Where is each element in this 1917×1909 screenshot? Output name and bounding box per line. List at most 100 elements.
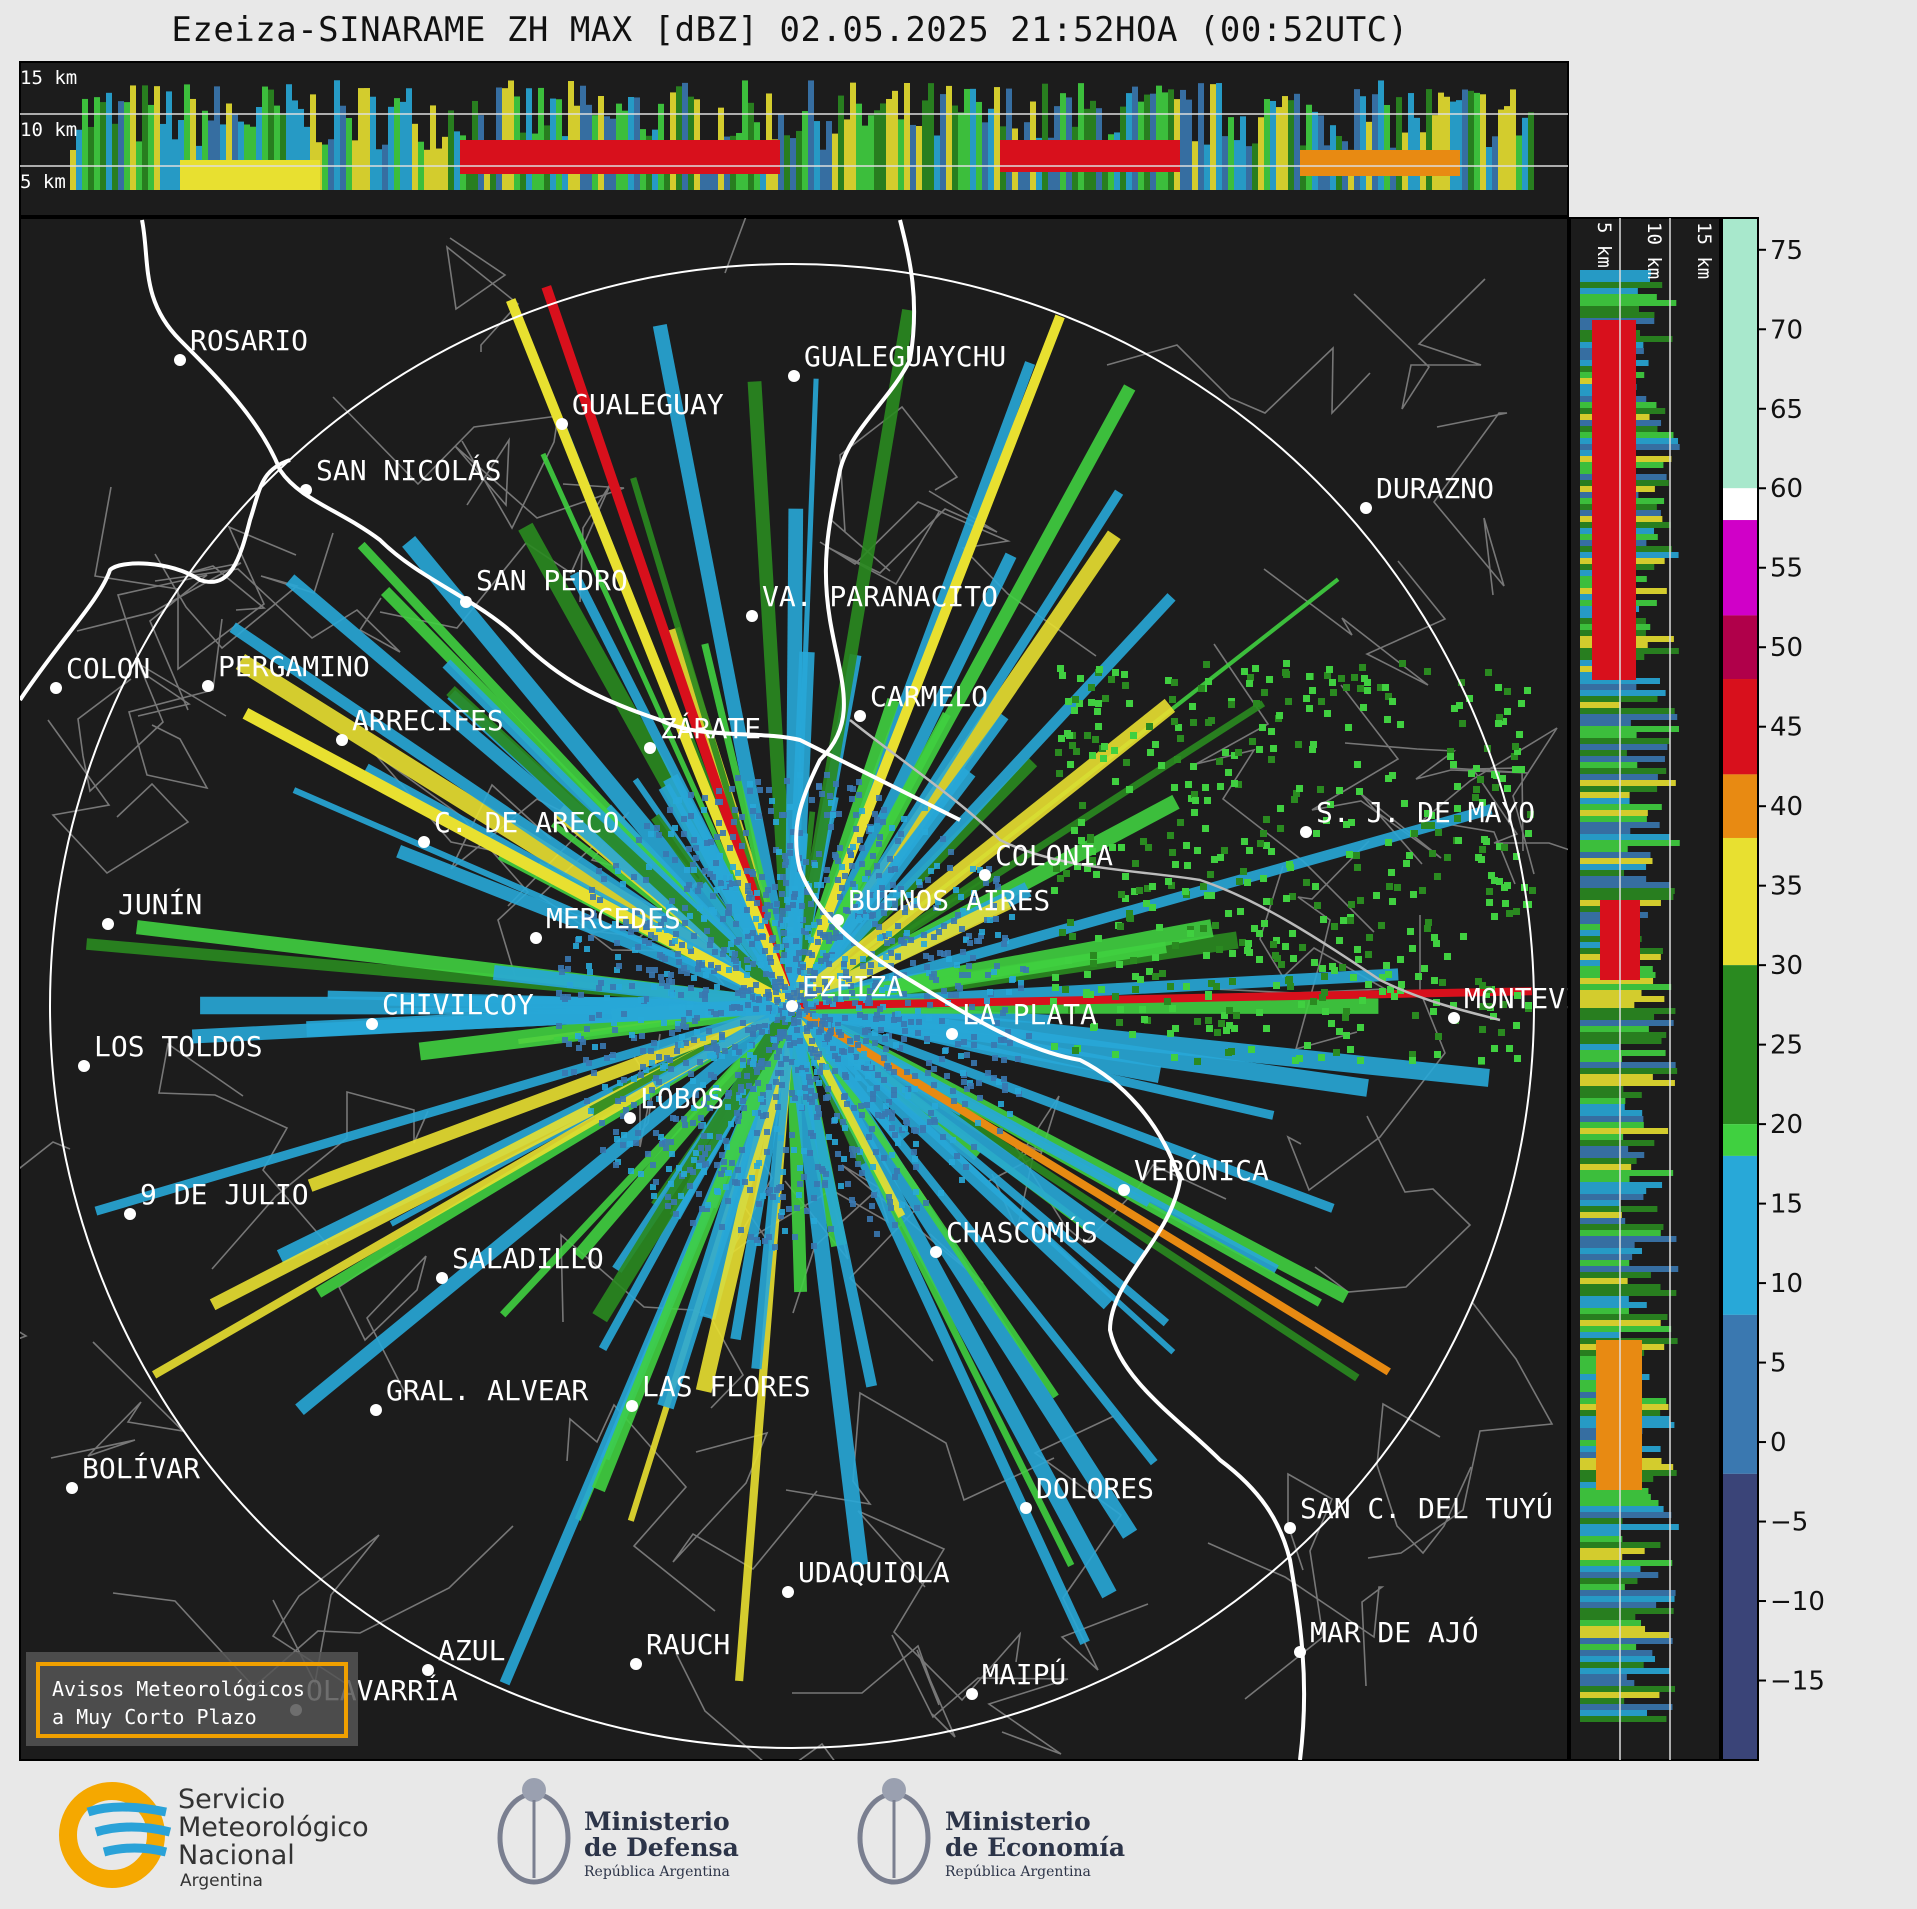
city-marker: MERCEDES [530, 902, 681, 944]
city-marker: GRAL. ALVEAR [370, 1374, 588, 1416]
reflectivity-speckle [1050, 660, 1536, 1065]
city-dot [626, 1400, 638, 1412]
city-dot [556, 418, 568, 430]
city-marker: MONTEVIDEO [1448, 982, 1568, 1024]
city-label: DURAZNO [1376, 472, 1494, 505]
city-dot [930, 1246, 942, 1258]
economia-line-3: República Argentina [945, 1864, 1091, 1880]
colorbar-tick-label: 10 [1770, 1269, 1803, 1299]
city-dot [782, 1586, 794, 1598]
colorbar-tick-label: 65 [1770, 395, 1803, 425]
city-marker: S. J. DE MAYO [1300, 796, 1535, 838]
city-dot [78, 1060, 90, 1072]
side-label-10km: 10 km [1643, 222, 1665, 279]
colorbar-tick-label: 15 [1770, 1190, 1803, 1220]
city-dot [1448, 1012, 1460, 1024]
city-dot [66, 1482, 78, 1494]
city-label: C. DE ARECO [434, 806, 619, 839]
city-dot [946, 1028, 958, 1040]
colorbar-tick-label: −10 [1770, 1587, 1825, 1617]
city-marker: LOBOS [624, 1082, 724, 1124]
city-dot [1360, 502, 1372, 514]
city-dot [624, 1112, 636, 1124]
city-dot [436, 1272, 448, 1284]
city-dot [1294, 1646, 1306, 1658]
city-label: S. J. DE MAYO [1316, 796, 1535, 829]
city-marker: PERGAMINO [202, 650, 370, 692]
city-dot [124, 1208, 136, 1220]
city-labels: ROSARIO GUALEGUAYCHU GUALEGUAY SAN NICOLÁS D… [50, 324, 1568, 1716]
economia-logo: Ministerio de Economía República Argenti… [857, 1778, 1125, 1885]
city-label: CHIVILCOY [382, 988, 534, 1021]
city-dot [1300, 826, 1312, 838]
avisos-badge[interactable]: Avisos Meteorológicos a Muy Corto Plazo [26, 1652, 358, 1746]
city-label: VA. PARANACITO [762, 580, 998, 613]
city-dot [966, 1688, 978, 1700]
city-dot [422, 1664, 434, 1676]
city-marker: VERÓNICA [1118, 1153, 1269, 1196]
city-marker: GUALEGUAYCHU [788, 340, 1006, 382]
city-label: EZEIZA [802, 970, 903, 1003]
city-marker: LAS FLORES [626, 1370, 811, 1412]
city-dot [644, 742, 656, 754]
city-dot [418, 836, 430, 848]
city-marker: EZEIZA [786, 970, 903, 1012]
uruguay-coast [849, 719, 1501, 1022]
city-label: CARMELO [870, 680, 988, 713]
smn-logo: Servicio Meteorológico Nacional Argentin… [59, 1782, 369, 1891]
city-label: LOS TOLDOS [94, 1030, 263, 1063]
city-marker: JUNÍN [102, 887, 202, 930]
colorbar-segment [1722, 965, 1758, 1125]
city-label: SALADILLO [452, 1242, 604, 1275]
city-marker: LA PLATA [946, 998, 1097, 1040]
smn-line-1: Servicio [178, 1784, 285, 1815]
city-marker: 9 DE JULIO [124, 1178, 309, 1220]
province-border-west [20, 458, 291, 702]
colorbar-segment [1722, 615, 1758, 680]
city-marker: SAN C. DEL TUYÚ [1284, 1491, 1553, 1534]
economia-line-2: de Economía [945, 1833, 1125, 1862]
city-marker: SALADILLO [436, 1242, 604, 1284]
city-dot [460, 596, 472, 608]
city-marker: SAN PEDRO [460, 564, 628, 608]
colorbar-segment [1722, 1314, 1758, 1474]
city-label: GRAL. ALVEAR [386, 1374, 588, 1407]
city-dot [366, 1018, 378, 1030]
city-dot [102, 918, 114, 930]
colorbar-segment [1722, 1473, 1758, 1760]
city-label: PERGAMINO [218, 650, 370, 683]
colorbar-tick-label: 5 [1770, 1349, 1787, 1379]
city-marker: COLONIA [979, 839, 1113, 881]
city-marker: SAN NICOLÁS [300, 453, 501, 496]
city-label: BUENOS AIRES [848, 884, 1050, 917]
city-dot [530, 932, 542, 944]
badge-border [36, 1662, 348, 1738]
defensa-line-1: Ministerio [584, 1807, 730, 1836]
city-dot [300, 484, 312, 496]
city-dot [786, 1000, 798, 1012]
city-marker: AZUL [422, 1634, 505, 1676]
smn-sun-icon [59, 1782, 165, 1888]
city-dot [336, 734, 348, 746]
city-marker: COLON [50, 652, 150, 694]
city-label: COLONIA [995, 839, 1113, 872]
colorbar-tick-label: 45 [1770, 713, 1803, 743]
city-marker: LOS TOLDOS [78, 1030, 263, 1072]
colorbar-tick-label: 75 [1770, 236, 1803, 266]
badge-line-2: a Muy Corto Plazo [52, 1705, 257, 1729]
city-marker: GUALEGUAY [556, 388, 724, 430]
city-label: VERÓNICA [1134, 1153, 1269, 1187]
colorbar-segment [1722, 218, 1758, 489]
side-label-15km: 15 km [1693, 222, 1715, 279]
colorbar-tick-label: 50 [1770, 633, 1803, 663]
colorbar-tick-label: 25 [1770, 1031, 1803, 1061]
city-label: SAN PEDRO [476, 564, 628, 597]
colorbar-segment [1722, 520, 1758, 616]
range-ring [49, 263, 1535, 1749]
smn-line-3: Nacional [178, 1840, 295, 1871]
colorbar-tick-label: 30 [1770, 951, 1803, 981]
city-dot [788, 370, 800, 382]
city-marker: RAUCH [630, 1628, 730, 1670]
city-dot [746, 610, 758, 622]
